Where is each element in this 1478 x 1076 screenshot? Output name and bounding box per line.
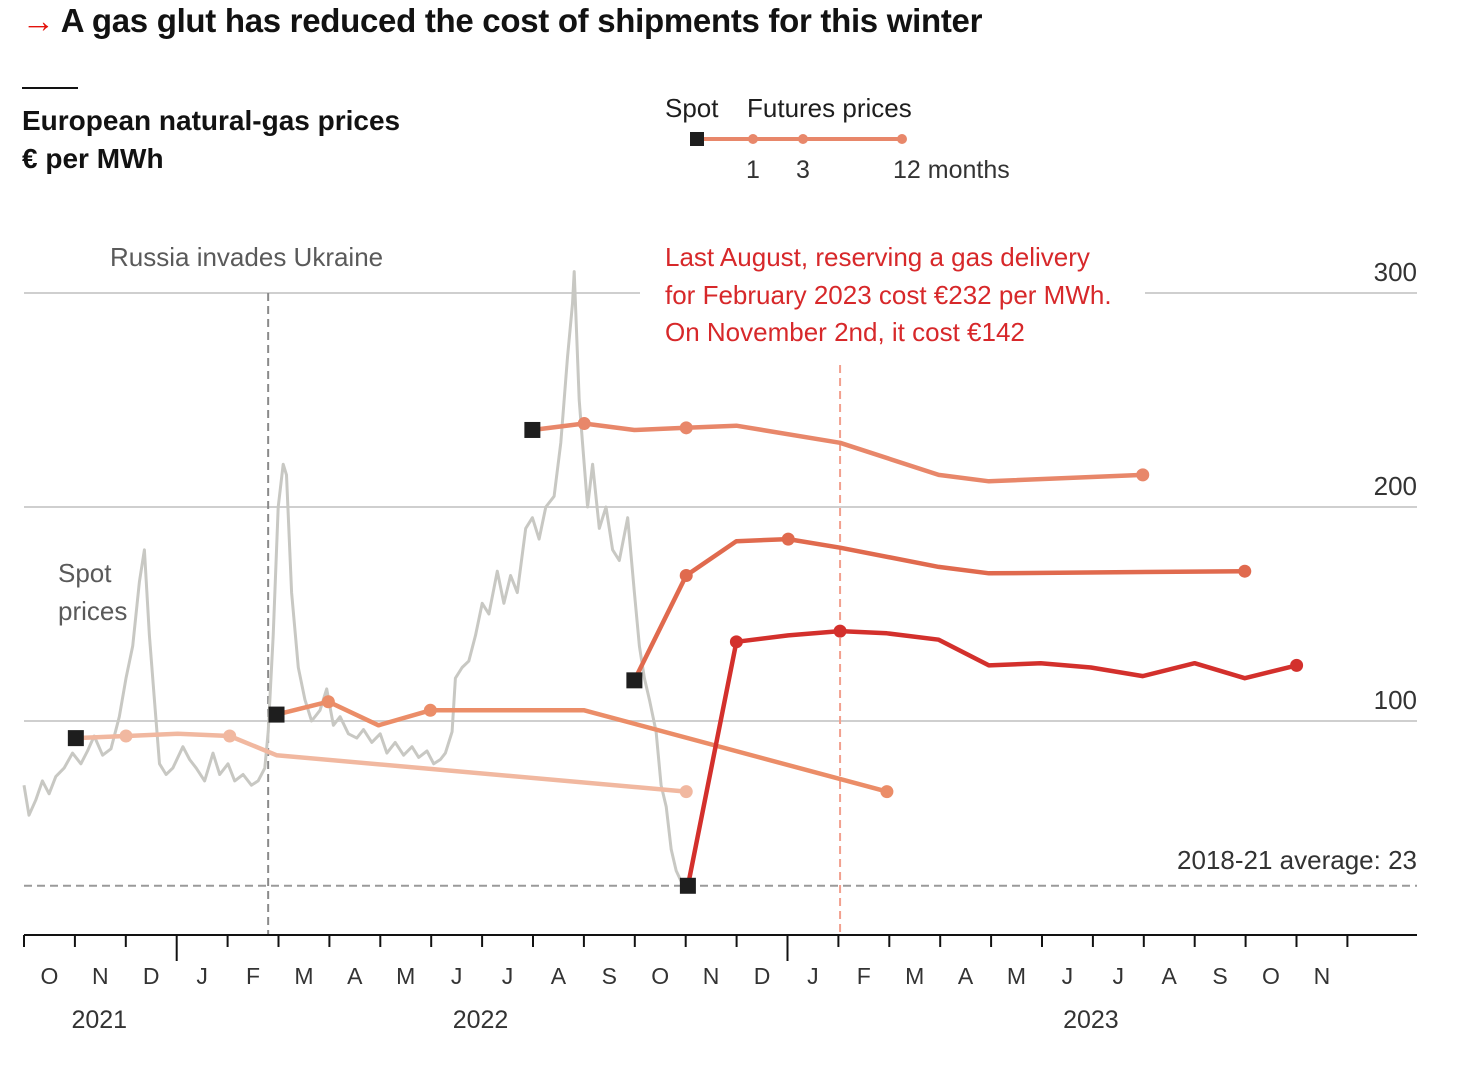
- spot-marker-4: [626, 672, 643, 689]
- title-rule: [22, 87, 78, 89]
- x-month-label-12: O: [651, 963, 669, 989]
- x-month-label-10: A: [551, 963, 567, 989]
- legend-tick-1: 1: [746, 156, 760, 184]
- futures-curve-line-4: [632, 536, 1248, 683]
- futures-dot-2-7: [880, 785, 894, 799]
- spot-series: [22, 270, 690, 890]
- legend-tick-3: 3: [796, 156, 810, 184]
- futures-dot-3-3: [679, 421, 693, 435]
- x-month-label-14: D: [754, 963, 771, 989]
- legend-dot-3: [798, 134, 808, 144]
- x-month-label-21: J: [1113, 963, 1125, 989]
- x-month-label-15: J: [807, 963, 819, 989]
- chart-subtitle: European natural-gas prices € per MWh: [22, 102, 400, 178]
- x-year-label-2023: 2023: [1063, 1006, 1119, 1034]
- reference-lines: [24, 293, 1417, 935]
- x-month-label-24: O: [1262, 963, 1280, 989]
- average-label: 2018-21 average: 23: [1177, 845, 1417, 875]
- x-axis: O N D J F M A M J J A S O N D J F M A M J J A S O N 2021 2022 2023: [23, 934, 1417, 1034]
- futures-curve-4: [626, 532, 1252, 689]
- futures-dot-1-1: [119, 729, 133, 743]
- futures-curve-line-2: [274, 699, 890, 794]
- futures-curve-line-1: [73, 731, 689, 794]
- x-month-label-0: O: [40, 963, 58, 989]
- x-month-label-20: J: [1062, 963, 1074, 989]
- futures-curve-2: [268, 695, 894, 799]
- x-month-label-22: A: [1162, 963, 1178, 989]
- x-year-label-2022: 2022: [453, 1006, 509, 1034]
- futures-dot-4-7: [1238, 564, 1252, 578]
- x-month-label-7: M: [396, 963, 415, 989]
- legend-dot-12: [897, 134, 907, 144]
- futures-curve-line-3: [530, 421, 1146, 484]
- x-month-label-16: F: [857, 963, 871, 989]
- invasion-label-background: [100, 236, 400, 276]
- x-year-label-2021: 2021: [71, 1006, 127, 1034]
- legend-tick-12: 12 months: [893, 156, 1010, 184]
- futures-dot-1-5: [679, 785, 693, 799]
- invasion-label: Russia invades Ukraine: [110, 242, 383, 272]
- y-tick-label-200: 200: [1374, 471, 1417, 501]
- callout-line-2: for February 2023 cost €232 per MWh.: [665, 280, 1112, 310]
- futures-dot-3-1: [577, 417, 591, 431]
- subtitle-line-1: European natural-gas prices: [22, 105, 401, 136]
- x-month-label-6: A: [347, 963, 363, 989]
- y-tick-label-300: 300: [1374, 257, 1417, 287]
- chart-title-text: A gas glut has reduced the cost of shipm…: [60, 2, 983, 39]
- x-month-label-19: M: [1007, 963, 1026, 989]
- legend-futures-label: Futures prices: [747, 93, 912, 123]
- callout-line-1: Last August, reserving a gas delivery: [665, 242, 1090, 272]
- x-month-label-17: M: [905, 963, 924, 989]
- spot-marker-5: [679, 877, 696, 894]
- chart-title: → A gas glut has reduced the cost of ship…: [22, 2, 982, 40]
- x-month-label-4: F: [246, 963, 260, 989]
- futures-curve-1: [67, 729, 693, 799]
- futures-curve-5: [679, 624, 1304, 894]
- arrow-right-icon: →: [22, 2, 55, 39]
- x-month-label-9: J: [502, 963, 514, 989]
- callout-line-3: On November 2nd, it cost €142: [665, 317, 1025, 347]
- legend-dot-1: [748, 134, 758, 144]
- futures-dot-2-1: [321, 695, 335, 709]
- spot-prices-label-line-2: prices: [58, 596, 127, 626]
- x-month-label-23: S: [1212, 963, 1227, 989]
- x-month-label-13: N: [703, 963, 720, 989]
- legend-spot-marker: [690, 132, 704, 146]
- futures-dot-5-3: [833, 624, 847, 638]
- legend-spot-label: Spot: [665, 93, 719, 123]
- average-label-background: [1170, 842, 1420, 876]
- x-month-label-8: J: [451, 963, 463, 989]
- x-month-label-5: M: [294, 963, 313, 989]
- futures-curve-3: [524, 417, 1150, 484]
- futures-curve-line-5: [685, 628, 1299, 889]
- futures-dot-5-12: [1290, 658, 1304, 672]
- spot-marker-2: [268, 706, 285, 723]
- x-month-label-1: N: [92, 963, 109, 989]
- spot-prices-label-line-1: Spot: [58, 558, 112, 588]
- futures-dot-4-3: [781, 532, 795, 546]
- spot-price-line: [22, 270, 690, 890]
- legend: Spot Futures prices 1 3 12 months: [665, 93, 1010, 184]
- spot-marker-3: [524, 421, 541, 438]
- x-month-label-18: A: [958, 963, 974, 989]
- x-month-label-3: J: [196, 963, 208, 989]
- futures-dot-3-8: [1136, 468, 1150, 482]
- futures-dot-4-1: [679, 568, 693, 582]
- x-month-label-25: N: [1314, 963, 1331, 989]
- futures-dot-5-1: [729, 635, 743, 649]
- futures-series: [67, 417, 1304, 894]
- y-tick-label-100: 100: [1374, 685, 1417, 715]
- x-month-label-2: D: [143, 963, 160, 989]
- futures-dot-1-3: [223, 729, 237, 743]
- subtitle-line-2: € per MWh: [22, 143, 164, 174]
- callout-background: [640, 236, 1145, 356]
- spot-marker-1: [67, 730, 84, 747]
- futures-dot-2-3: [423, 703, 437, 717]
- x-month-label-11: S: [602, 963, 617, 989]
